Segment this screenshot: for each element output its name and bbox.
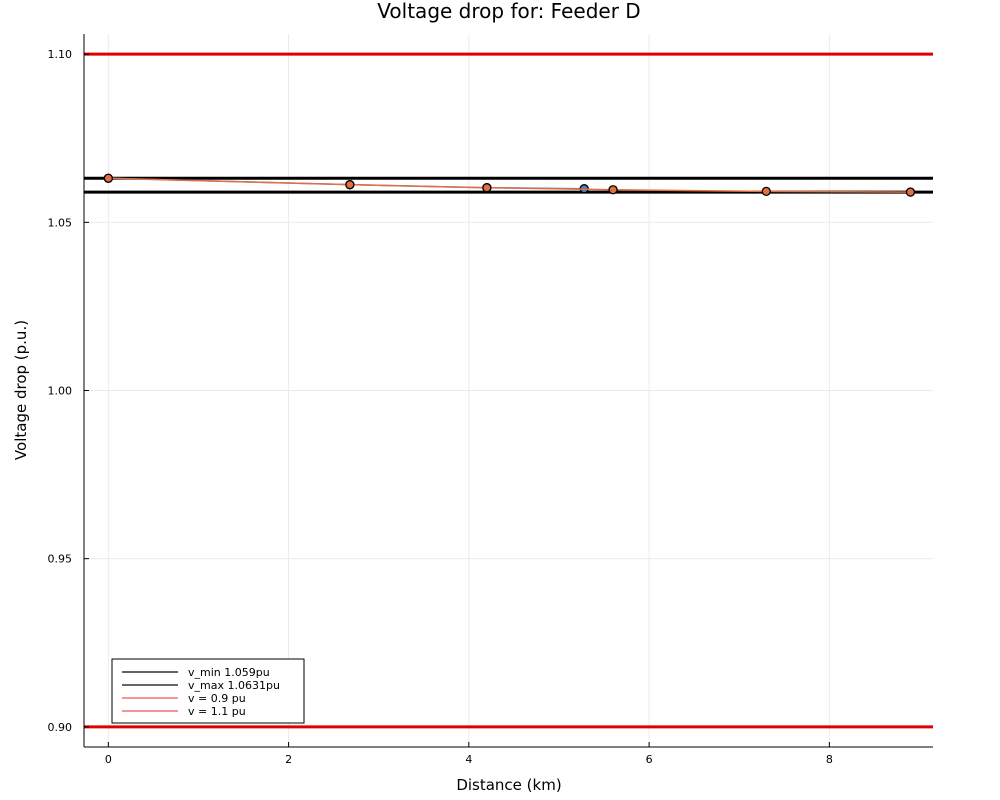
legend-label-1: v_max 1.0631pu <box>188 679 280 692</box>
legend-box <box>111 658 305 724</box>
chart-title: Voltage drop for: Feeder D <box>377 0 640 23</box>
y-axis-label: Voltage drop (p.u.) <box>12 320 30 460</box>
legend-label-0: v_min 1.059pu <box>188 666 270 679</box>
series-1-point <box>761 186 771 197</box>
x-tick-label: 6 <box>646 753 653 766</box>
tick-labels: 0 2 4 6 8 0.90 0.95 1.00 1.05 1.10 <box>48 48 833 766</box>
series-1-point <box>482 183 492 193</box>
reference-lines <box>84 52 933 729</box>
y-tick-label: 0.95 <box>48 553 73 566</box>
x-tick-label: 8 <box>826 753 833 766</box>
series-1-point <box>103 173 113 183</box>
y-tick-label: 1.05 <box>48 216 73 229</box>
series-1-point <box>345 180 355 190</box>
grid-lines <box>84 34 933 747</box>
series-line-1 <box>108 177 911 193</box>
series-1-point <box>608 185 618 195</box>
series-1-point <box>905 187 916 197</box>
y-tick-label: 1.10 <box>48 48 73 61</box>
y-tick-label: 1.00 <box>48 385 73 398</box>
x-tick-label: 2 <box>285 753 292 766</box>
x-tick-label: 4 <box>465 753 472 766</box>
x-tick-label: 0 <box>105 753 112 766</box>
axes <box>83 34 933 748</box>
legend-label-2: v = 0.9 pu <box>188 692 246 705</box>
legend-label-3: v = 1.1 pu <box>188 705 246 718</box>
data-series <box>103 173 916 197</box>
y-tick-label: 0.90 <box>48 721 73 734</box>
x-axis-label: Distance (km) <box>456 776 561 794</box>
